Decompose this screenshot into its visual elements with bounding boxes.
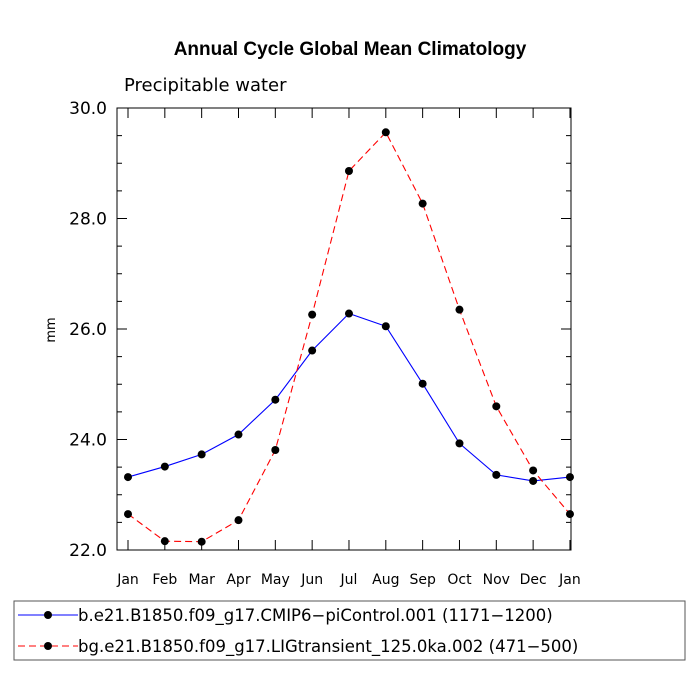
x-tick-label: Feb [152,572,177,588]
plot-frame [116,107,572,551]
series-1-point [455,439,464,448]
series-2-point [529,466,538,475]
series-1-point [492,470,501,479]
x-tick-label: Dec [520,572,547,588]
series-line-2 [127,131,571,543]
y-tick-label: 24.0 [69,431,107,451]
legend-box [13,600,686,661]
chart-title: Annual Cycle Global Mean Climatology [174,39,527,60]
series-1-point [381,322,390,331]
series-1-point [124,473,132,482]
series-2-point [197,537,206,546]
y-tick-label: 28.0 [69,210,107,230]
series-2-point [124,510,132,519]
legend-label-1: b.e21.B1850.f09_g17.CMIP6−piControl.001 … [78,606,553,626]
x-tick-label: Jun [300,572,323,588]
series-1-point [160,462,169,471]
series-2-point [492,402,501,411]
series-1-point [234,430,243,439]
series-2-point [381,128,390,137]
series-2-point [344,166,353,175]
series-2-point [234,516,243,525]
legend-marker-1 [44,611,52,619]
series-2-point [565,510,574,519]
series-1-point [308,346,317,355]
x-tick-label: Nov [483,572,510,588]
series-1-point [344,309,353,318]
y-axis-label: mm [44,317,59,342]
y-tick-label: 30.0 [69,99,107,119]
x-tick-label: Jan [558,572,581,588]
series-line-1 [127,312,571,482]
legend-marker-2 [44,642,52,650]
legend-label-2: bg.e21.B1850.f09_g17.LIGtransient_125.0k… [78,637,578,657]
series-2-point [271,445,280,454]
series-2-point [455,305,464,314]
x-tick-label: Mar [188,572,215,588]
series-1-point [197,450,206,459]
y-tick-label: 22.0 [69,541,107,561]
series-1-point [529,476,538,485]
x-tick-label: Jan [116,572,139,588]
x-tick-label: Aug [372,572,399,588]
x-tick-label: Oct [447,572,472,588]
chart-subtitle: Precipitable water [124,75,287,96]
series-1-point [418,379,427,388]
series-1-point [271,395,280,404]
series-2-point [160,537,169,546]
series-2-point [418,199,427,208]
x-tick-label: Jul [340,572,358,588]
x-tick-label: Sep [409,572,436,588]
series-2-point [308,310,317,319]
y-tick-label: 26.0 [69,320,107,340]
x-tick-label: Apr [226,572,250,588]
x-tick-label: May [261,572,290,588]
series-1-point [565,473,574,482]
